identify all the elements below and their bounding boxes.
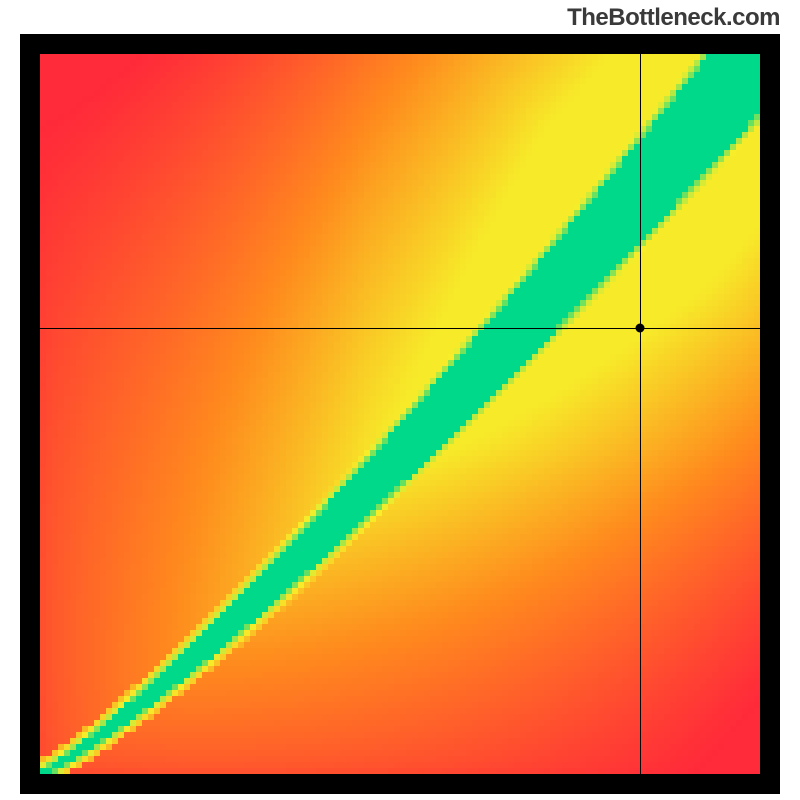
plot-border: [20, 34, 780, 794]
crosshair-horizontal: [40, 328, 760, 329]
crosshair-marker-dot: [636, 323, 645, 332]
chart-container: TheBottleneck.com: [0, 0, 800, 800]
crosshair-vertical: [640, 54, 641, 774]
plot-area: [40, 54, 760, 774]
heatmap-canvas: [40, 54, 760, 774]
watermark-text: TheBottleneck.com: [567, 4, 780, 32]
